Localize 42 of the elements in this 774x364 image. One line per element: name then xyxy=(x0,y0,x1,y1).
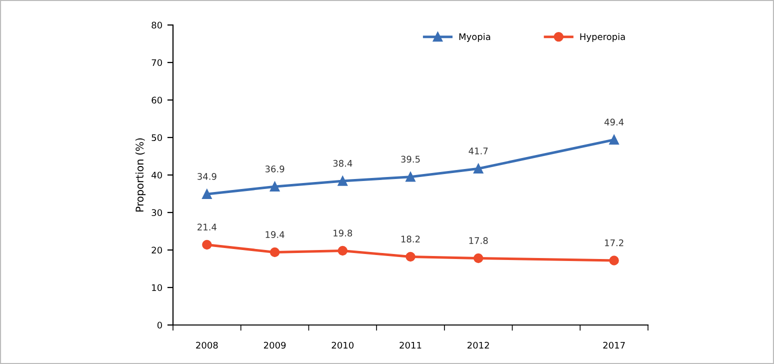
x-tick-label: 2012 xyxy=(468,342,489,349)
y-tick-label: 70 xyxy=(152,59,162,66)
data-label: 41.7 xyxy=(468,148,488,154)
point xyxy=(609,134,619,145)
data-label: 39.5 xyxy=(401,156,420,163)
data-label: 21.4 xyxy=(198,224,216,230)
data-label: 19.4 xyxy=(266,231,284,238)
data-label: 17.2 xyxy=(605,239,624,246)
data-label: 34.9 xyxy=(198,173,216,180)
point xyxy=(338,246,348,256)
x-tick-label: 2011 xyxy=(400,342,422,349)
y-tick-label: 80 xyxy=(152,22,162,29)
point xyxy=(338,176,348,186)
x-tick-label: 2008 xyxy=(196,342,218,349)
point xyxy=(270,182,280,192)
y-tick-label: 60 xyxy=(152,96,162,104)
point xyxy=(473,164,484,174)
x-tick-label: 2009 xyxy=(264,342,286,349)
y-tick-label: 20 xyxy=(152,246,162,254)
point xyxy=(270,247,280,258)
y-tick-label: 40 xyxy=(152,172,162,179)
data-label: 49.4 xyxy=(604,118,624,126)
y-tick-label: 10 xyxy=(152,284,162,292)
legend-label: Hyperopia xyxy=(580,33,625,42)
data-label: 18.2 xyxy=(401,236,420,242)
point xyxy=(609,256,619,266)
point xyxy=(473,253,484,264)
data-label: 17.8 xyxy=(469,237,488,244)
point xyxy=(202,240,212,250)
x-tick-label: 2017 xyxy=(603,342,625,349)
point xyxy=(406,252,416,262)
data-label: 36.9 xyxy=(265,166,284,172)
point xyxy=(406,172,416,182)
y-tick-label: 0 xyxy=(157,322,162,329)
y-axis-title: Proportion (%) xyxy=(135,138,146,212)
data-label: 38.4 xyxy=(333,160,352,167)
y-tick-label: 50 xyxy=(152,134,162,142)
x-tick-label: 2010 xyxy=(332,342,354,349)
y-tick-label: 30 xyxy=(152,209,162,216)
data-label: 19.8 xyxy=(334,230,352,236)
legend-label: Myopia xyxy=(459,33,490,42)
point xyxy=(202,189,212,199)
